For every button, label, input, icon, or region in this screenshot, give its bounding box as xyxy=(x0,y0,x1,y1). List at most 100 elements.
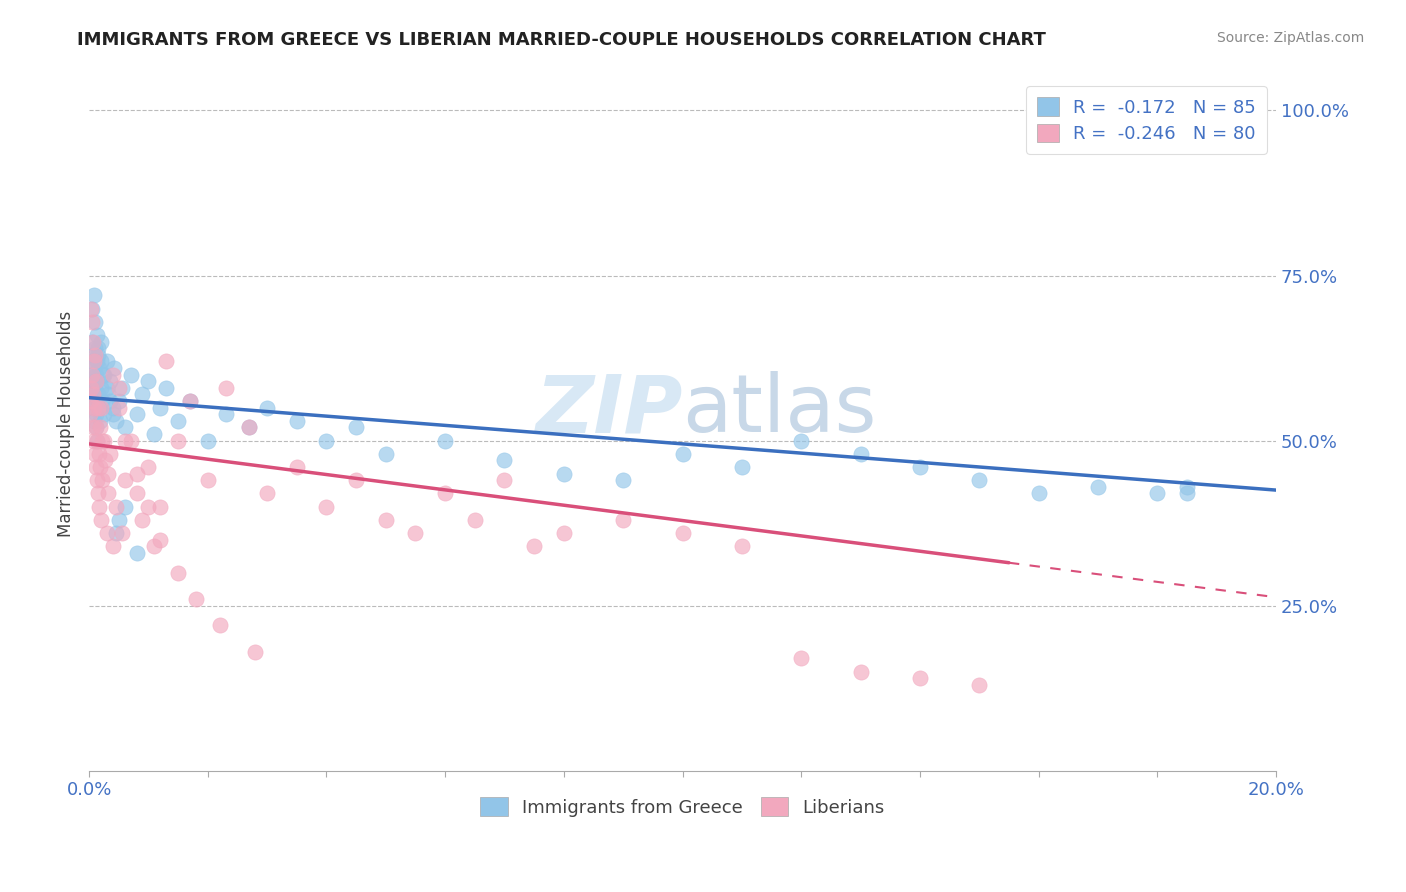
Point xyxy=(1028,486,1050,500)
Point xyxy=(80,381,103,395)
Legend: Immigrants from Greece, Liberians: Immigrants from Greece, Liberians xyxy=(474,790,891,824)
Point xyxy=(671,447,693,461)
Point xyxy=(89,420,111,434)
Point xyxy=(167,566,190,580)
Point xyxy=(91,394,114,409)
Point xyxy=(464,513,486,527)
Point xyxy=(143,539,166,553)
Point xyxy=(79,407,101,421)
Point xyxy=(91,473,114,487)
Point xyxy=(155,381,177,395)
Point xyxy=(374,447,396,461)
Point xyxy=(114,500,136,514)
Point xyxy=(80,381,103,395)
Point xyxy=(238,420,260,434)
Point xyxy=(84,374,107,388)
Point xyxy=(179,394,201,409)
Point xyxy=(87,401,110,415)
Point xyxy=(104,526,127,541)
Point xyxy=(84,460,107,475)
Point xyxy=(434,434,457,448)
Point xyxy=(111,381,134,395)
Point xyxy=(849,665,872,679)
Point xyxy=(849,447,872,461)
Point xyxy=(285,460,308,475)
Point xyxy=(908,671,931,685)
Point xyxy=(107,401,129,415)
Point xyxy=(82,387,104,401)
Point xyxy=(790,651,813,665)
Point xyxy=(107,381,129,395)
Point xyxy=(494,473,516,487)
Point xyxy=(82,334,104,349)
Point xyxy=(494,453,516,467)
Point xyxy=(89,414,111,428)
Point xyxy=(83,401,105,415)
Point xyxy=(82,387,104,401)
Point xyxy=(238,420,260,434)
Point xyxy=(114,420,136,434)
Point xyxy=(98,394,121,409)
Point xyxy=(84,374,107,388)
Point xyxy=(83,434,105,448)
Point xyxy=(87,401,110,415)
Point xyxy=(138,374,160,388)
Point xyxy=(125,467,148,481)
Point xyxy=(256,401,278,415)
Point xyxy=(94,453,117,467)
Point xyxy=(101,368,124,382)
Point xyxy=(908,460,931,475)
Point xyxy=(344,420,367,434)
Point xyxy=(87,447,110,461)
Point xyxy=(82,348,104,362)
Point xyxy=(149,401,172,415)
Point xyxy=(82,420,104,434)
Point xyxy=(434,486,457,500)
Point xyxy=(120,368,142,382)
Point xyxy=(1146,486,1168,500)
Point xyxy=(553,526,575,541)
Point xyxy=(89,460,111,475)
Point xyxy=(671,526,693,541)
Point xyxy=(553,467,575,481)
Point xyxy=(90,401,112,415)
Point xyxy=(97,387,120,401)
Point xyxy=(120,434,142,448)
Point xyxy=(967,473,990,487)
Point xyxy=(179,394,201,409)
Point xyxy=(245,645,267,659)
Point xyxy=(1175,480,1198,494)
Point xyxy=(167,434,190,448)
Point xyxy=(285,414,308,428)
Point xyxy=(114,434,136,448)
Point xyxy=(80,315,103,329)
Point xyxy=(96,526,118,541)
Point xyxy=(80,368,103,382)
Point xyxy=(167,414,190,428)
Point xyxy=(89,360,111,375)
Point xyxy=(83,354,105,368)
Point xyxy=(83,360,105,375)
Point xyxy=(1175,486,1198,500)
Point xyxy=(84,348,107,362)
Point xyxy=(101,401,124,415)
Point xyxy=(87,387,110,401)
Point xyxy=(80,354,103,368)
Point xyxy=(184,592,207,607)
Point xyxy=(80,368,103,382)
Point xyxy=(101,539,124,553)
Point xyxy=(87,341,110,355)
Point xyxy=(138,460,160,475)
Point xyxy=(374,513,396,527)
Point xyxy=(93,434,115,448)
Point xyxy=(79,394,101,409)
Point xyxy=(87,348,110,362)
Point xyxy=(256,486,278,500)
Point xyxy=(90,381,112,395)
Point xyxy=(214,407,236,421)
Point xyxy=(107,513,129,527)
Point xyxy=(86,354,108,368)
Point xyxy=(97,467,120,481)
Point xyxy=(84,315,107,329)
Point xyxy=(84,407,107,421)
